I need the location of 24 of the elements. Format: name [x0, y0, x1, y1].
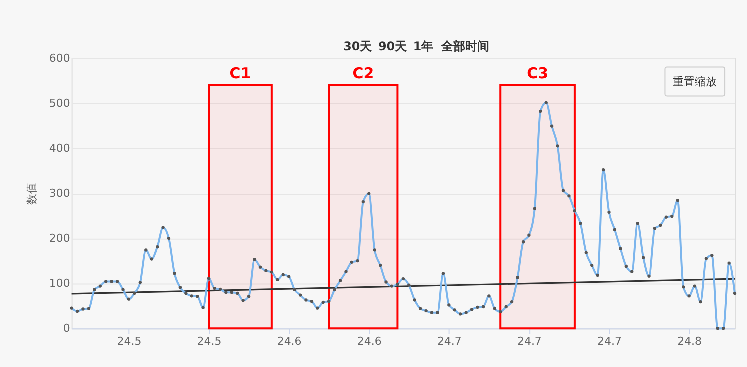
x-tick-label: 24.5 [197, 335, 222, 348]
y-tick-label: 100 [49, 277, 70, 290]
band-label: C1 [230, 64, 252, 82]
y-tick-label: 300 [49, 186, 70, 200]
x-tick-label: 24.8 [678, 335, 702, 348]
x-tick-label: 24.5 [117, 335, 142, 348]
text: 1年 [413, 39, 434, 54]
x-tick-label: 24.6 [357, 335, 382, 348]
x-tick-label: 24.7 [517, 335, 542, 348]
y-tick-label: 200 [49, 232, 70, 246]
text: 30天 [344, 39, 374, 54]
x-tick-label: 24.7 [598, 335, 622, 348]
text: 全部时间 [440, 39, 490, 54]
band-label: C2 [352, 64, 374, 82]
y-tick-label: 0 [63, 322, 70, 336]
annotation: 重置缩放 [673, 75, 718, 88]
band-label: C3 [527, 64, 548, 82]
x-tick-label: 24.7 [437, 335, 462, 348]
x-tick-label: 24.6 [277, 335, 302, 348]
y-tick-label: 400 [49, 142, 70, 155]
y-tick-label: 600 [49, 52, 70, 65]
y-tick-label: 500 [49, 96, 70, 110]
text: 90天 [378, 39, 408, 54]
y-axis-title: 数值 [25, 182, 38, 205]
